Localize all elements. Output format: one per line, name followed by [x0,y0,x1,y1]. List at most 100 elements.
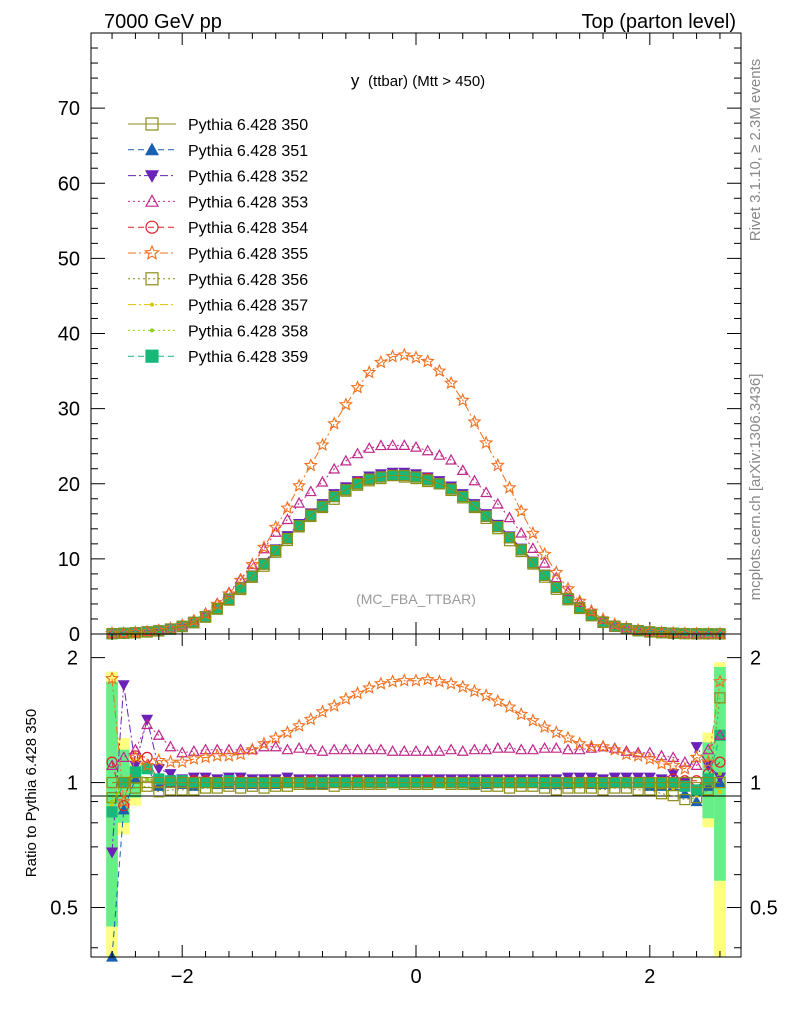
legend-item: Pythia 6.428 351 [128,142,308,160]
ratio-point [387,776,399,789]
data-point [468,474,481,486]
data-point [408,350,424,364]
data-point [609,620,621,632]
ratio-point [245,742,260,756]
ratio-point [574,776,586,789]
legend-item: Pythia 6.428 354 [128,220,308,237]
ratio-point [327,698,342,712]
ratio-point [186,751,201,765]
legend-marker [144,142,160,156]
ratio-point [397,673,412,687]
legend-marker [145,117,159,131]
y-tick-label: 0 [69,624,80,646]
ratio-point [550,741,563,753]
data-point [420,353,435,368]
ratio-point [527,776,539,789]
ratio-point [562,776,574,789]
ratio-point [597,740,610,752]
ratio-point [503,741,516,753]
data-point [363,442,376,453]
legend-item: Pythia 6.428 352 [128,169,308,186]
ratio-point [620,744,633,756]
y-tick-label: 70 [58,98,80,120]
data-point [293,520,305,532]
ratio-point [198,749,213,764]
y-tick-label: 40 [58,324,80,346]
ratio-point [269,740,282,752]
ratio-point [444,676,459,690]
data-point [235,582,247,594]
data-point [141,626,153,638]
legend-label: Pythia 6.428 359 [188,349,308,366]
data-point [480,510,492,522]
ratio-point [595,739,611,753]
data-point [492,520,504,533]
ratio-point [375,776,387,789]
ratio-point [281,776,294,789]
data-point [655,627,668,639]
data-point [164,621,177,633]
data-point [572,593,587,608]
ratio-point [713,729,726,740]
ratio-point [690,759,703,770]
legend-item: Pythia 6.428 353 [128,194,308,211]
ratio-point [679,776,691,789]
ratio-point [619,746,634,761]
legend-marker [145,349,159,363]
plot-title: y (ttbar) (Mtt > 450) [351,71,485,90]
data-point [455,392,470,407]
y-tick-label: 30 [58,399,80,421]
ratio-point [717,789,722,794]
ratio-point [525,713,540,727]
ratio-point [666,757,681,772]
ratio-point [281,743,294,755]
data-point [375,471,387,483]
data-point [445,453,458,465]
ratio-point [280,725,295,739]
data-point [550,581,562,594]
data-point [315,437,330,451]
ratio-y-tick-label: 0.5 [50,898,78,920]
data-point [619,620,634,634]
ratio-point [480,776,492,789]
data-point [151,622,166,637]
ratio-point [303,711,318,726]
ratio-point [129,743,142,755]
ratio-line [111,767,721,958]
ratio-point [714,756,726,768]
series-line [111,474,720,635]
data-point [256,539,272,554]
main-axes: 0 10 20 30 40 50 60 70 [58,32,741,646]
watermark: (MC_FBA_TTBAR) [356,591,476,607]
ratio-point [386,744,399,756]
ratio-point [199,743,212,755]
data-point [398,439,411,450]
ratio-point [141,718,154,730]
data-point [351,478,364,490]
data-point [631,622,646,637]
data-point [350,380,365,394]
data-point [432,363,447,378]
x-tick-label: −2 [171,966,194,988]
ratio-point [235,776,247,789]
data-point [597,613,610,624]
ratio-point [491,741,504,753]
data-point [525,525,540,540]
data-point [410,471,422,483]
ratio-point [702,784,714,796]
data-point [632,625,644,637]
ratio-point [456,744,469,756]
ratio-point [233,746,248,761]
data-point [163,620,178,635]
series-main-0 [106,469,726,640]
legend-marker [150,328,154,333]
ratio-point [643,746,656,758]
data-point [246,570,258,582]
data-point [363,473,375,485]
ratio-axes: −2 0 2 0.5 0.5 1 1 2 2 [50,634,778,988]
data-point [456,464,469,476]
ratio-point [607,742,622,756]
ratio-point [702,743,715,755]
data-point [562,593,574,605]
ratio-point [151,753,166,767]
